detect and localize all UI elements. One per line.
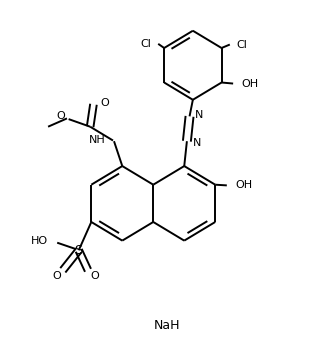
Text: S: S [74, 244, 83, 257]
Text: OH: OH [241, 79, 259, 88]
Text: N: N [193, 138, 201, 148]
Text: O: O [56, 111, 65, 121]
Text: HO: HO [31, 236, 48, 246]
Text: O: O [52, 271, 61, 281]
Text: NH: NH [89, 135, 106, 145]
Text: O: O [101, 98, 110, 108]
Text: Cl: Cl [236, 40, 247, 49]
Text: NaH: NaH [154, 319, 180, 332]
Text: OH: OH [235, 180, 252, 190]
Text: N: N [195, 110, 204, 120]
Text: Cl: Cl [140, 39, 151, 49]
Text: O: O [90, 271, 99, 281]
